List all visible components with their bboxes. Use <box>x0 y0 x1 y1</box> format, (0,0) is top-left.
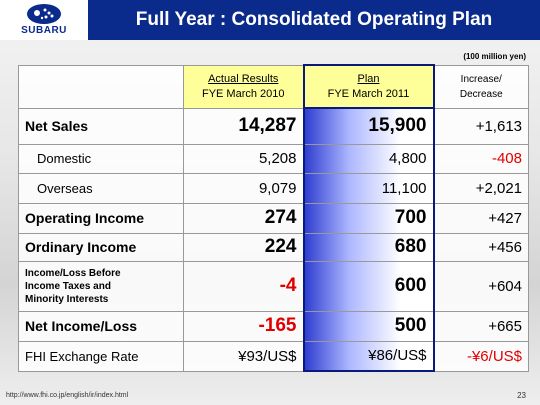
cell-line: Decrease <box>459 88 503 100</box>
row-label: Net Sales <box>18 107 184 145</box>
value-cell: +427 <box>433 202 529 234</box>
row-label: FHI Exchange Rate <box>18 340 184 372</box>
row-label: Ordinary Income <box>18 232 184 262</box>
table-row: FHI Exchange Rate ¥93/US$ ¥86/US$ -¥6/US$ <box>18 340 529 372</box>
header-cell <box>18 64 184 109</box>
value-cell: 224 <box>183 232 304 262</box>
unit-note: (100 million yen) <box>463 52 526 61</box>
plan-table: Actual Results FYE March 2010 Plan FYE Marc… <box>18 64 529 372</box>
value-cell: 600 <box>302 260 435 312</box>
value-cell: 9,079 <box>183 172 304 204</box>
value-cell: +604 <box>433 260 529 312</box>
cell-line: Increase/ <box>460 73 502 85</box>
footer-url: http://www.fhi.co.jp/english/ir/index.ht… <box>6 392 129 399</box>
value-cell: +2,021 <box>433 172 529 204</box>
cell-line: Income/Loss Before <box>25 267 121 279</box>
cell-line: FYE March 2010 <box>201 87 285 100</box>
value-cell: 680 <box>302 232 435 262</box>
header-cell: Plan FYE March 2011 <box>302 64 435 109</box>
table-row: Net Sales 14,287 15,900 +1,613 <box>18 107 529 145</box>
value-cell: -165 <box>183 310 304 342</box>
value-cell: ¥86/US$ <box>302 340 435 372</box>
value-cell: -¥6/US$ <box>433 340 529 372</box>
value-cell: 11,100 <box>302 172 435 204</box>
value-cell: 4,800 <box>302 143 435 174</box>
cell-line: Income Taxes and <box>25 280 111 292</box>
value-cell: -4 <box>183 260 304 312</box>
logo: SUBARU <box>0 0 88 40</box>
cell-line: Actual Results <box>208 72 279 85</box>
value-cell: 5,208 <box>183 143 304 174</box>
value-cell: 500 <box>302 310 435 342</box>
header-cell: Actual Results FYE March 2010 <box>183 64 304 109</box>
table-row: Ordinary Income 224 680 +456 <box>18 232 529 262</box>
value-cell: 14,287 <box>183 107 304 145</box>
value-cell: 15,900 <box>302 107 435 145</box>
table-row: Income/Loss Before Income Taxes and Minori… <box>18 260 529 312</box>
logo-text: SUBARU <box>21 25 67 36</box>
header-row: Actual Results FYE March 2010 Plan FYE Marc… <box>18 64 529 109</box>
value-cell: +1,613 <box>433 107 529 145</box>
row-label: Net Income/Loss <box>18 310 184 342</box>
row-label: Operating Income <box>18 202 184 234</box>
row-label: Domestic <box>18 143 184 174</box>
value-cell: ¥93/US$ <box>183 340 304 372</box>
table-row: Overseas 9,079 11,100 +2,021 <box>18 172 529 204</box>
cell-line: Minority Interests <box>25 293 109 305</box>
row-label: Overseas <box>18 172 184 204</box>
cell-line: Plan <box>357 72 380 85</box>
value-cell: +456 <box>433 232 529 262</box>
value-cell: -408 <box>433 143 529 174</box>
page-number: 23 <box>517 391 526 400</box>
cell-line: FYE March 2011 <box>327 87 410 100</box>
table-row: Net Income/Loss -165 500 +665 <box>18 310 529 342</box>
value-cell: +665 <box>433 310 529 342</box>
value-cell: 274 <box>183 202 304 234</box>
slide-title: Full Year : Consolidated Operating Plan <box>88 0 540 40</box>
value-cell: 700 <box>302 202 435 234</box>
table-row: Domestic 5,208 4,800 -408 <box>18 143 529 174</box>
row-label: Income/Loss Before Income Taxes and Minori… <box>18 260 184 312</box>
header-cell: Increase/Decrease <box>433 64 529 109</box>
logo-emblem <box>27 4 61 24</box>
table-row: Operating Income 274 700 +427 <box>18 202 529 234</box>
